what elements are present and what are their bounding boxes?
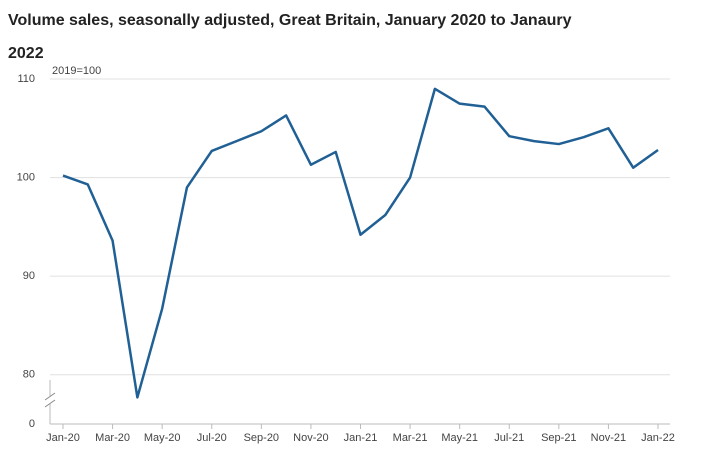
x-tick-label: Jan-21: [344, 432, 378, 444]
x-tick-label: Jan-22: [641, 432, 675, 444]
y-tick-label: 80: [23, 369, 35, 381]
x-tick-label: Jan-20: [46, 432, 80, 444]
y-tick-label: 100: [17, 171, 35, 183]
line-series: [62, 87, 659, 399]
y-tick-label: 90: [23, 270, 35, 282]
y-tick-label: 0: [29, 418, 35, 430]
chart-title: Volume sales, seasonally adjusted, Great…: [8, 12, 572, 62]
x-tick-label: Nov-20: [293, 432, 328, 444]
y-unit-label: 2019=100: [52, 65, 101, 77]
axis-break-gap: [44, 396, 56, 404]
x-tick-label: Jul-20: [197, 432, 227, 444]
x-tick-label: May-21: [441, 432, 478, 444]
x-tick-label: Sep-21: [541, 432, 576, 444]
y-tick-label: 110: [17, 73, 35, 85]
x-tick-label: May-20: [144, 432, 181, 444]
x-tick-label: Jul-21: [494, 432, 524, 444]
x-tick-label: Nov-21: [591, 432, 626, 444]
axis-break: [44, 392, 56, 401]
x-tick-label: Sep-20: [244, 432, 279, 444]
x-tick-label: Mar-20: [95, 432, 130, 444]
x-tick-label: Mar-21: [393, 432, 428, 444]
axis-break: [44, 399, 56, 408]
